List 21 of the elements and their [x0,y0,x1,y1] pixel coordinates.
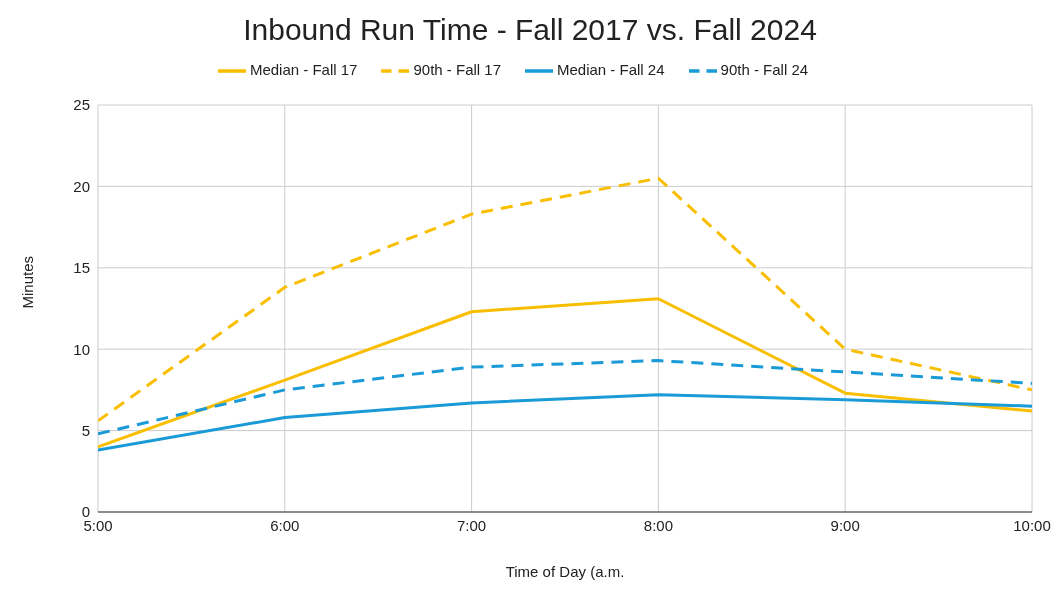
legend-label: 90th - Fall 17 [413,60,501,78]
line-series [98,176,1032,423]
line-series [98,359,1032,436]
x-tick-label: 7:00 [457,516,487,534]
legend-label: Median - Fall 24 [557,60,665,78]
line-series [98,297,1032,449]
legend-label: 90th - Fall 24 [720,60,809,78]
y-tick-label: 25 [73,96,90,114]
legend-label: Median - Fall 17 [249,60,358,78]
x-tick-label: 10:00 [1013,516,1051,534]
x-tick-label: 9:00 [830,516,860,534]
y-tick-label: 20 [73,177,90,195]
y-tick-label: 10 [73,340,90,358]
y-axis-title: Minutes [19,255,37,309]
chart-title: Inbound Run Time - Fall 2017 vs. Fall 2024 [242,12,818,48]
x-tick-label: 8:00 [643,516,673,534]
x-tick-label: 6:00 [270,516,300,534]
x-axis-title: Time of Day (a.m. [505,563,625,580]
y-tick-label: 15 [73,259,90,277]
line-series [98,393,1032,452]
y-tick-label: 5 [81,421,90,439]
